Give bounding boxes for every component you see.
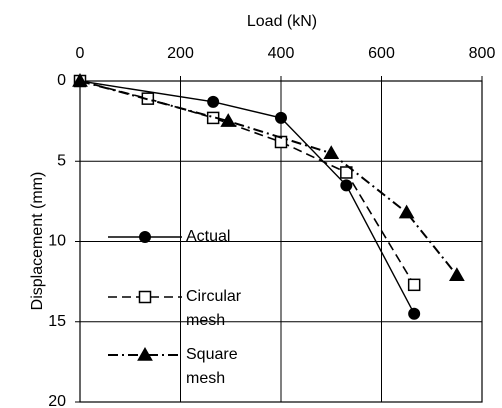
- data-point: [340, 179, 353, 192]
- data-point: [72, 72, 88, 87]
- legend-label: Actual: [186, 228, 230, 245]
- legend-label: mesh: [186, 312, 225, 329]
- series-2: [72, 72, 465, 281]
- grid: [80, 81, 482, 402]
- y-axis-title: Displacement (mm): [29, 172, 46, 311]
- legend: Actual Circular mesh Square mesh: [108, 228, 242, 387]
- data-point: [398, 204, 415, 219]
- legend-entry-1: Circular mesh: [108, 288, 242, 329]
- data-point: [407, 278, 421, 292]
- data-point: [274, 135, 288, 149]
- y-tick-label: 0: [57, 72, 66, 89]
- legend-marker: [138, 290, 152, 304]
- legend-marker: [137, 346, 153, 361]
- y-tick-label: 10: [48, 233, 66, 250]
- legend-label: Square: [186, 346, 238, 363]
- data-point: [207, 95, 220, 108]
- data-point: [449, 267, 465, 281]
- legend-label: mesh: [186, 370, 225, 387]
- series-line: [79, 80, 458, 276]
- x-axis-title: Load (kN): [247, 13, 317, 30]
- legend-label: Circular: [186, 288, 242, 305]
- x-tick-label: 600: [368, 45, 395, 62]
- data-point: [408, 307, 421, 320]
- legend-entry-2: Square mesh: [108, 346, 238, 387]
- series-line: [79, 80, 415, 315]
- x-tick-label: 200: [167, 45, 194, 62]
- data-point: [275, 111, 287, 124]
- x-tick-label: 800: [469, 45, 496, 62]
- y-tick-label: 20: [48, 393, 66, 408]
- legend-marker: [139, 231, 151, 243]
- y-tick-label: 5: [57, 152, 66, 169]
- x-tick-label: 400: [268, 45, 295, 62]
- series-0: [74, 75, 421, 320]
- data-point: [323, 145, 340, 159]
- data-point: [220, 113, 237, 127]
- axes: 0 200 400 600 800 0 5 10 15 20: [48, 45, 495, 408]
- series: [72, 72, 465, 320]
- data-point: [340, 166, 353, 179]
- legend-entry-0: Actual: [108, 228, 230, 245]
- series-line: [79, 80, 415, 286]
- x-tick-label: 0: [76, 45, 85, 62]
- y-tick-label: 15: [48, 313, 66, 330]
